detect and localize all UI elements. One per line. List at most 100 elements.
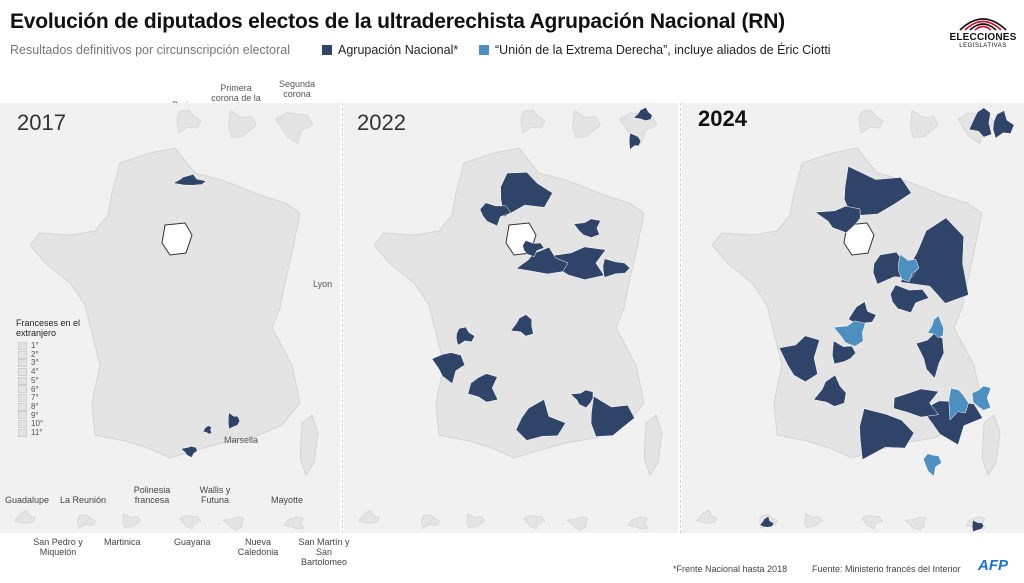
abroad-label: 9° [31,410,39,420]
idf-outline [843,222,875,256]
uxd-constituency [927,315,944,339]
abroad-title: Franceses en el extranjero [16,318,81,338]
rn-constituency [515,399,566,441]
corsica-outline [299,414,319,476]
abroad-item: 1° [18,341,39,350]
rn-constituency [510,314,534,337]
label-marsella: Marsella [224,435,259,445]
legend-item-rn: Agrupación Nacional* [322,43,458,57]
abroad-box [18,394,27,403]
afp-logo: AFP [978,557,1008,574]
territory-shape [804,513,823,528]
territory-shape [861,515,884,530]
logo-line2: LEGISLATIVAS [959,43,1007,49]
abroad-box [18,359,27,368]
uxd-constituency [833,320,866,347]
abroad-box [18,428,27,437]
abroad-box [18,350,27,359]
rn-constituency [814,205,861,233]
territory-shape [283,516,305,530]
abroad-label: 1° [31,341,39,350]
legend-label-rn: Agrupación Nacional* [338,43,459,57]
inset-shape [176,110,202,134]
rn-constituency [968,107,992,138]
label-sanpedro: San Pedro y Miquelón [33,537,83,557]
label-caledonia: Nueva Caledonia [237,537,279,557]
rn-constituency [813,374,847,407]
rn-constituency [759,515,775,528]
label-wallis: Wallis y Futuna [199,485,231,505]
abroad-item: 4° [18,367,39,376]
label-reunion: La Reunión [60,495,107,505]
abroad-label: 2° [31,349,39,359]
abroad-box [18,367,27,376]
abroad-label: 11° [31,428,43,437]
rn-constituency [893,388,940,418]
rn-constituency [971,519,985,533]
territory-shape [695,509,718,524]
year-label-2017: 2017 [17,110,66,135]
abroad-box [18,385,27,394]
label-polinesia: Polinesia francesa [133,485,171,505]
rn-constituency [227,412,241,430]
territory-shape [179,515,202,530]
territory-shape [222,516,244,531]
chart-subtitle: Resultados definitivos por circunscripci… [10,43,290,57]
inset-shape [520,110,546,134]
logo-line1: ELECCIONES [949,32,1017,43]
rn-constituency [202,425,213,435]
abroad-box [18,402,27,411]
rn-constituency [172,174,207,186]
uxd-constituency [971,385,992,411]
rn-constituency [515,246,569,275]
corsica-outline [981,414,1001,476]
abroad-item: 6° [18,385,39,394]
label-lyon: Lyon [313,279,333,289]
label-mayotte: Mayotte [271,495,304,505]
territory-shape [904,516,926,531]
rn-constituency [633,106,653,121]
rn-constituency [590,395,635,437]
abroad-label: 4° [31,367,39,377]
inset-shape [910,109,939,138]
abroad-label: 10° [31,419,44,429]
label-guayana: Guayana [174,537,211,547]
label-guadalupe: Guadalupe [5,495,50,505]
abroad-item: 10° [18,419,43,428]
rn-constituency [832,340,857,365]
territory-shape [357,509,380,524]
abroad-box [18,411,27,420]
rn-constituency [602,258,631,278]
legend-swatch-uxd [479,45,489,55]
rn-constituency [522,240,545,258]
abroad-item: 2° [18,350,39,359]
legend-item-uxd: “Unión de la Extrema Derecha”, incluye a… [479,43,831,57]
territory-shape [122,513,141,528]
rn-constituency [467,373,499,403]
inset-shape [858,110,884,134]
rn-constituency [479,202,512,227]
abroad-item: 8° [18,402,39,411]
abroad-box [18,341,27,350]
rn-constituency [848,301,877,324]
abroad-label: 6° [31,384,39,394]
elections-logo: ELECCIONES LEGISLATIVAS [948,6,1018,56]
abroad-box [18,376,27,385]
rn-constituency [778,335,820,382]
idf-outline [161,222,193,256]
map-france-2024 [695,107,1015,533]
rn-constituency [573,218,602,238]
territory-shape [13,509,36,524]
territory-shape [466,513,485,528]
map-france-2017 [13,109,319,531]
rn-constituency [570,389,594,409]
chart-title: Evolución de diputados electos de la ult… [10,10,785,33]
abroad-item: 3° [18,358,39,367]
abroad-label: 8° [31,401,39,411]
uxd-constituency [948,387,969,421]
abroad-label: 5° [31,375,39,385]
label-segunda-corona: Segunda corona [279,79,316,99]
divider-2 [680,103,681,533]
corsica-outline [643,414,663,476]
uxd-constituency [898,253,920,283]
